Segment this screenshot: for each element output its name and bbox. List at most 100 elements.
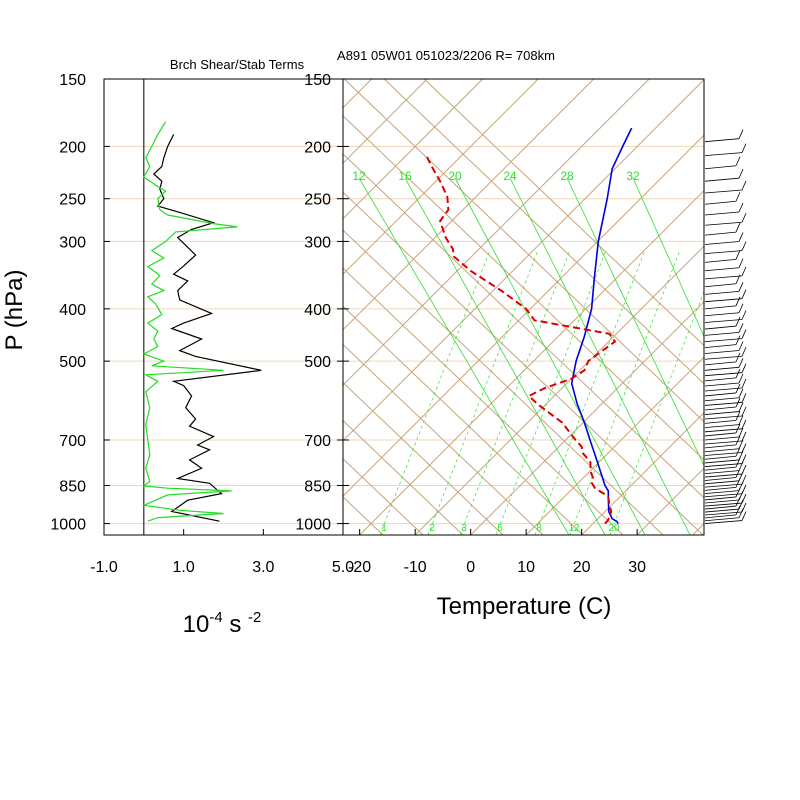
- pressure-tick-label: 400: [304, 302, 331, 319]
- skewt-dry-adiabat: [343, 153, 704, 499]
- pressure-tick-label: 850: [304, 478, 331, 495]
- wind-barb: [704, 392, 737, 397]
- skewt-isotherm: [343, 79, 428, 164]
- skewt-isotherm: [343, 79, 650, 386]
- wind-barb-feather: [738, 341, 744, 351]
- wind-barb-feather: [738, 402, 744, 412]
- wind-barb-feather: [738, 303, 744, 313]
- wind-barb-feather: [741, 406, 747, 417]
- temperature-tick-label: -20: [348, 559, 371, 576]
- wind-barb: [704, 502, 743, 507]
- wind-barb: [704, 177, 740, 182]
- wind-barb: [704, 344, 737, 349]
- skewt-dry-adiabat: [0, 79, 263, 535]
- skewt-isotherm: [581, 411, 704, 535]
- skewt-isotherm: [343, 79, 484, 220]
- wind-barb: [704, 319, 743, 323]
- temperature-tick-label: 0: [466, 559, 475, 576]
- wind-barb-feather: [741, 474, 747, 485]
- skewt-isotherm: [343, 79, 539, 275]
- wind-barb: [704, 444, 737, 449]
- pressure-tick-label: 200: [304, 139, 331, 156]
- mixing-ratio-label: 8: [536, 523, 542, 534]
- wind-barb-feather: [738, 202, 744, 213]
- skewt-isotherm: [343, 134, 704, 497]
- skewt-dry-adiabat: [383, 79, 704, 385]
- skewt-series-group: [425, 127, 633, 525]
- wind-barb: [704, 275, 743, 280]
- wind-barb-feather: [741, 329, 747, 339]
- temperature-tick-label: 30: [628, 559, 646, 576]
- wind-barb: [704, 387, 743, 392]
- wind-barb-feather: [738, 388, 744, 398]
- shear-term-line: [152, 134, 262, 522]
- left-y-tick-label: 700: [59, 433, 86, 450]
- left-y-tick-labels: 150 200 250 300 400 500 700 850 1000: [50, 72, 86, 534]
- temperature-tick-label: 10: [517, 559, 535, 576]
- skewt-dry-adiabat: [0, 79, 223, 535]
- skewt-dry-adiabat: [343, 305, 584, 535]
- wind-barb-feather: [741, 241, 747, 251]
- wind-barb: [704, 361, 737, 366]
- wind-barb-feather: [735, 316, 741, 327]
- wind-barb: [704, 377, 737, 382]
- stability-term-line: [141, 121, 238, 522]
- temperature-tick-label: 20: [573, 559, 591, 576]
- wind-barb: [704, 382, 740, 387]
- wind-barb: [704, 419, 737, 424]
- wind-barb-feather: [738, 129, 744, 139]
- wind-barb: [704, 470, 740, 475]
- wind-barb: [704, 312, 740, 317]
- wind-barb: [704, 258, 737, 263]
- wind-barb-feather: [741, 464, 747, 475]
- wind-barb-feather: [735, 156, 741, 166]
- moist-adiabat-label: 28: [560, 169, 574, 183]
- wind-barb-feather: [738, 358, 744, 368]
- mixing-ratio-label: 20: [608, 523, 620, 534]
- skewt-isotherm: [343, 79, 704, 442]
- wind-barb: [704, 355, 743, 360]
- moist-adiabat-label: 20: [448, 169, 462, 183]
- wind-barb: [704, 455, 737, 460]
- wind-barb-feather: [741, 213, 747, 223]
- skewt-isotherm: [343, 79, 595, 331]
- wind-barb: [704, 452, 743, 456]
- temperature-tick-labels: -20 -10 0 10 20 30: [348, 559, 646, 576]
- wind-barb: [704, 508, 740, 513]
- skewt-dry-adiabat: [343, 381, 504, 535]
- wind-barb-feather: [741, 493, 747, 504]
- left-y-tick-label: 1000: [50, 517, 86, 534]
- pressure-tick-label: 700: [304, 433, 331, 450]
- wind-barb-feather: [735, 222, 741, 233]
- wind-barb: [704, 496, 737, 501]
- wind-barb: [704, 221, 743, 226]
- units-label: 10-4 s -2: [183, 609, 262, 638]
- skewt-dry-adiabat: [343, 267, 624, 535]
- skewt-background-grid: [0, 79, 800, 535]
- mixing-ratio-line: [534, 249, 646, 535]
- skewt-tick-marks: [343, 78, 638, 535]
- wind-barb: [704, 514, 737, 519]
- wind-barb-feather: [735, 192, 741, 202]
- skewt-dry-adiabat: [423, 79, 704, 347]
- wind-barb: [704, 428, 743, 433]
- wind-barb: [704, 241, 740, 245]
- wind-barb-feather: [738, 427, 744, 438]
- pressure-tick-label: 300: [304, 234, 331, 251]
- wind-barb: [704, 473, 743, 478]
- wind-barb: [704, 267, 740, 272]
- skewt-dry-adiabat: [343, 343, 544, 535]
- units-base: 10: [183, 611, 210, 638]
- left-x-tick-label: 5.0: [332, 559, 354, 576]
- wind-barb-feather: [741, 180, 747, 191]
- skewt-title: A891 05W01 051023/2206 R= 708km: [337, 48, 555, 63]
- skewt-isotherm: [748, 79, 800, 535]
- wind-barb: [704, 290, 740, 295]
- wind-barb: [704, 250, 743, 255]
- skewt-dry-adiabat: [343, 79, 704, 423]
- moist-adiabat-line: [358, 177, 570, 535]
- units-mid: s: [223, 611, 248, 638]
- y-axis-label: P (hPa): [1, 270, 28, 351]
- wind-barb-feather: [741, 511, 747, 521]
